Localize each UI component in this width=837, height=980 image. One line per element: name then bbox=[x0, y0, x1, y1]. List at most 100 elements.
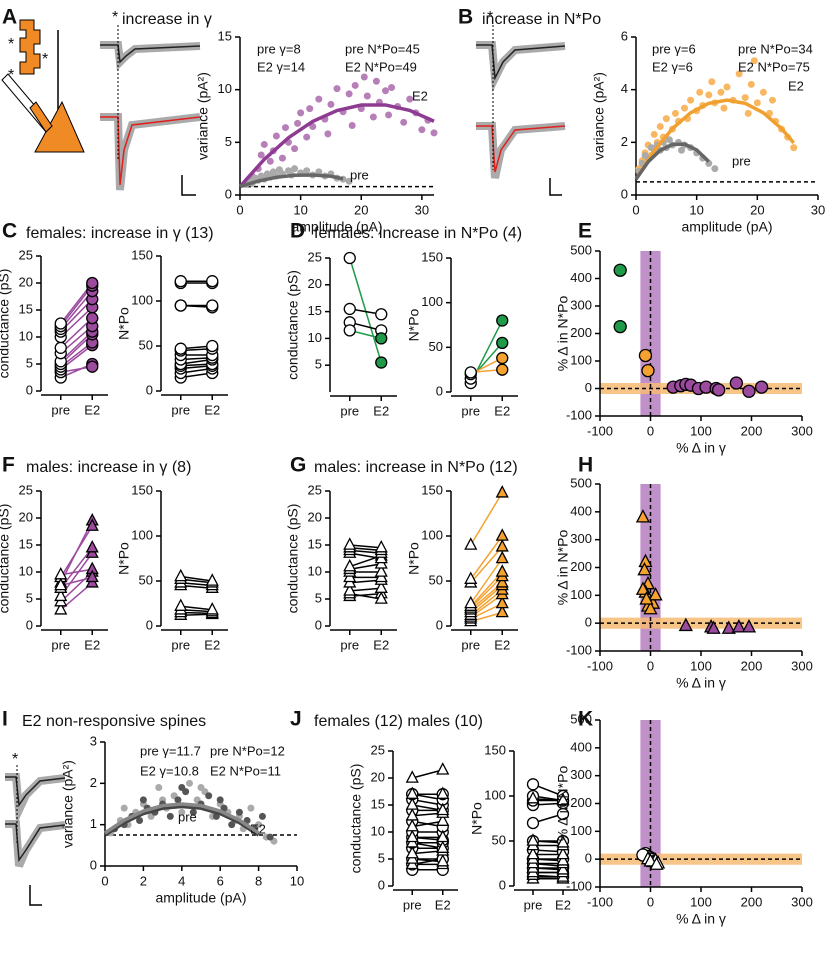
point bbox=[351, 81, 359, 89]
x-tick-label: E2 bbox=[555, 897, 571, 912]
y-axis-label: conductance (pS) bbox=[0, 504, 12, 614]
y-tick-label: 200 bbox=[570, 559, 592, 574]
panel-title: females (12) males (10) bbox=[314, 713, 483, 730]
triangle-marker bbox=[436, 786, 450, 799]
point bbox=[705, 91, 713, 99]
y-axis-label: % Δ in N*Po bbox=[555, 766, 571, 842]
triangle-marker bbox=[643, 600, 658, 615]
y-tick-label: 0 bbox=[90, 857, 97, 872]
triangle-marker bbox=[54, 577, 68, 591]
pair-line bbox=[60, 576, 93, 587]
y-axis-label: N*Po bbox=[406, 542, 422, 575]
triangle-marker bbox=[436, 762, 450, 775]
cartoon-label: * bbox=[8, 36, 14, 53]
point bbox=[375, 356, 388, 369]
panel-label: D bbox=[290, 220, 305, 243]
y-tick-label: 50 bbox=[139, 337, 153, 352]
point bbox=[315, 95, 323, 103]
point bbox=[174, 342, 187, 355]
y-tick-label: 0 bbox=[499, 877, 506, 892]
triangle-marker bbox=[374, 539, 388, 553]
point bbox=[708, 78, 716, 86]
point bbox=[343, 251, 356, 265]
x-tick-label: 6 bbox=[217, 873, 224, 888]
triangle-marker bbox=[556, 792, 570, 806]
point bbox=[363, 92, 371, 100]
cartoon-label: * bbox=[8, 67, 14, 84]
x-tick-label: -100 bbox=[587, 658, 613, 673]
y-axis-label: N*Po bbox=[116, 542, 132, 575]
point bbox=[388, 84, 396, 92]
point bbox=[139, 796, 147, 804]
point bbox=[86, 276, 99, 290]
triangle-marker bbox=[85, 539, 99, 553]
point bbox=[260, 140, 268, 148]
point bbox=[641, 363, 655, 378]
y-axis-label: variance (pA²) bbox=[60, 760, 76, 848]
triangle-marker bbox=[526, 846, 540, 860]
pair-line bbox=[470, 546, 503, 584]
point bbox=[86, 360, 99, 373]
x-tick-label: -100 bbox=[587, 894, 613, 909]
y-tick-label: 0 bbox=[26, 617, 33, 632]
point bbox=[681, 104, 689, 112]
point bbox=[656, 123, 664, 131]
y-tick-label: 4 bbox=[621, 81, 628, 96]
annotation: E2 N*Po=11 bbox=[210, 763, 281, 778]
x-tick-label: 2 bbox=[140, 873, 147, 888]
y-tick-label: 100 bbox=[421, 527, 443, 542]
point bbox=[496, 314, 509, 327]
y-tick-label: 100 bbox=[421, 294, 443, 309]
y-tick-label: 20 bbox=[371, 769, 385, 784]
stimulus-marker: * bbox=[112, 9, 118, 26]
y-tick-label: 0 bbox=[585, 615, 592, 630]
y-tick-label: 0 bbox=[585, 380, 592, 395]
y-tick-label: 0 bbox=[315, 617, 322, 632]
y-tick-label: 1 bbox=[90, 816, 97, 831]
point bbox=[406, 95, 414, 103]
x-axis-label: amplitude (pA) bbox=[291, 219, 382, 235]
point bbox=[185, 779, 193, 787]
point bbox=[303, 133, 311, 141]
triangle-marker bbox=[556, 835, 570, 848]
annotation: E2 γ=10.8 bbox=[140, 763, 199, 778]
y-tick-label: -100 bbox=[566, 878, 592, 893]
triangle-marker bbox=[405, 808, 419, 821]
y-tick-label: 0 bbox=[225, 186, 232, 201]
panel-title: females: increase in N*Po (4) bbox=[314, 225, 522, 242]
x-tick-label: E2 bbox=[494, 403, 510, 418]
point bbox=[360, 73, 368, 81]
y-tick-label: 150 bbox=[484, 742, 506, 757]
point bbox=[178, 808, 186, 816]
y-tick-label: 400 bbox=[570, 739, 592, 754]
x-tick-label: 4 bbox=[178, 873, 185, 888]
panel-title: males: increase in N*Po (12) bbox=[314, 459, 518, 476]
x-tick-label: 10 bbox=[290, 873, 304, 888]
point bbox=[258, 812, 266, 820]
y-tick-label: 5 bbox=[315, 357, 322, 372]
x-tick-label: pre bbox=[171, 637, 190, 652]
triangle-marker bbox=[495, 528, 509, 541]
triangle-marker bbox=[405, 770, 419, 783]
point bbox=[790, 144, 798, 152]
point bbox=[385, 111, 393, 119]
triangle-marker bbox=[85, 518, 99, 531]
series-label: E2 bbox=[250, 821, 266, 836]
point bbox=[712, 383, 726, 397]
annotation: pre N*Po=12 bbox=[210, 743, 285, 758]
y-tick-label: 150 bbox=[421, 249, 443, 264]
triangle-marker bbox=[436, 813, 450, 826]
pair-line bbox=[349, 563, 382, 571]
triangle-marker bbox=[174, 568, 188, 582]
y-tick-label: 150 bbox=[131, 247, 153, 262]
point bbox=[750, 57, 758, 65]
y-tick-label: 10 bbox=[371, 823, 385, 838]
point bbox=[665, 136, 673, 144]
annotation: pre N*Po=45 bbox=[345, 41, 420, 56]
point bbox=[696, 88, 704, 96]
point bbox=[206, 299, 219, 312]
triangle-marker bbox=[205, 602, 219, 615]
x-tick-label: 0 bbox=[632, 202, 639, 217]
y-tick-label: 0 bbox=[585, 851, 592, 866]
triangle-marker bbox=[436, 853, 450, 867]
